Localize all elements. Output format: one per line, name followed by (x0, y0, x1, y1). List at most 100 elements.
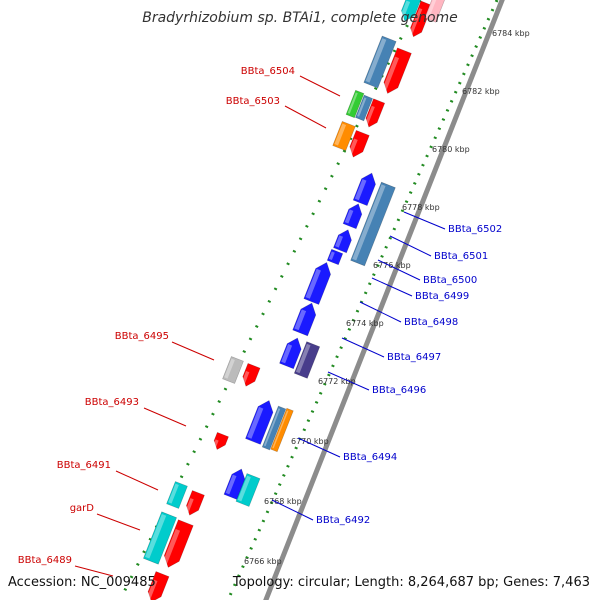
gene-shape (163, 519, 194, 568)
gene-label-right[interactable]: BBta_6494 (343, 452, 397, 463)
kbp-tick-label: 6780 kbp (432, 145, 470, 154)
leader-line (96, 513, 141, 531)
gene-highlight (334, 123, 347, 146)
gene-highlight (400, 0, 411, 19)
tick-track-left (118, 0, 422, 600)
gene-highlight (213, 439, 219, 447)
gene-glyph (382, 47, 412, 94)
gene-shape (303, 262, 331, 305)
leader-line (271, 499, 314, 521)
gene-shape (355, 94, 373, 122)
gene-glyph (424, 0, 446, 23)
gene-highlight (224, 358, 235, 379)
gene-label-right[interactable]: BBta_6500 (423, 275, 477, 286)
gene-glyph (345, 89, 365, 119)
gene-glyph (166, 481, 188, 509)
gene-highlight (146, 579, 158, 600)
gene-highlight (225, 474, 237, 495)
gene-shape (350, 181, 396, 267)
gene-label-right[interactable]: BBta_6496 (372, 385, 426, 396)
gene-highlight (162, 529, 181, 565)
gene-glyph (326, 248, 344, 266)
gene-highlight (347, 92, 358, 114)
leader-line (327, 371, 370, 391)
gene-label-left[interactable]: BBta_6495 (115, 331, 169, 342)
gene-glyph (352, 172, 376, 207)
gene-label-right[interactable]: BBta_6492 (316, 515, 370, 526)
gene-shape (383, 47, 412, 94)
gene-glyph (213, 431, 229, 450)
gene-label-right[interactable]: BBta_6499 (415, 291, 469, 302)
gene-shape (143, 511, 177, 565)
leader-line (389, 235, 432, 257)
gene-label-left[interactable]: BBta_6489 (18, 555, 72, 566)
gene-label-left[interactable]: BBta_6493 (85, 397, 139, 408)
gene-shape (349, 129, 370, 158)
gene-highlight (328, 251, 335, 261)
gene-glyph (350, 181, 396, 267)
gene-glyph (162, 519, 194, 568)
kbp-tick-label: 6770 kbp (291, 437, 329, 446)
gene-glyph (348, 129, 370, 158)
gene-shape (279, 337, 302, 370)
leader-line (377, 259, 421, 281)
gene-shape (147, 571, 170, 600)
gene-shape (270, 407, 294, 453)
gene-glyph (270, 407, 294, 453)
gene-shape (333, 229, 352, 254)
gene-glyph (146, 571, 170, 600)
gene-label-right[interactable]: BBta_6497 (387, 352, 441, 363)
gene-highlight (145, 514, 167, 559)
gene-glyph (342, 203, 363, 230)
gene-shape (401, 0, 423, 22)
gene-glyph (185, 490, 205, 516)
leader-line (371, 277, 413, 297)
gene-highlight (365, 38, 387, 83)
gene-highlight (382, 56, 400, 91)
kbp-tick-label: 6768 kbp (264, 497, 302, 506)
gene-glyph (292, 302, 317, 337)
gene-shape (292, 302, 317, 337)
gene-glyph (261, 405, 287, 451)
gene-glyph (364, 98, 386, 128)
gene-glyph (332, 120, 356, 152)
kbp-tick-label: 6784 kbp (492, 29, 530, 38)
kbp-tick-label: 6766 kbp (244, 557, 282, 566)
gene-glyph (223, 468, 246, 500)
gene-highlight (168, 483, 179, 504)
gene-highlight (294, 309, 307, 331)
map-title: Bradyrhizobium sp. BTAi1, complete genom… (142, 10, 458, 26)
gene-highlight (364, 105, 375, 125)
gene-label-left[interactable]: BBta_6503 (226, 96, 280, 107)
leader-line (115, 470, 159, 491)
gene-label-right[interactable]: BBta_6501 (434, 251, 488, 262)
leader-line (359, 301, 402, 323)
leader-line (171, 341, 215, 361)
gene-shape (332, 120, 356, 152)
gene-glyph (400, 0, 423, 22)
gene-shape (326, 248, 344, 266)
leader-line (299, 75, 341, 97)
kbp-tick-label: 6782 kbp (462, 87, 500, 96)
gene-shape (235, 473, 261, 507)
leader-line (143, 407, 187, 427)
gene-highlight (263, 408, 281, 447)
gene-label-left[interactable]: BBta_6504 (241, 66, 295, 77)
gene-label-left[interactable]: garD (70, 503, 95, 514)
accession-text: Accession: NC_009485 (8, 575, 156, 590)
gene-highlight (335, 235, 343, 248)
gene-glyph (222, 356, 244, 384)
kbp-tick-label: 6774 kbp (346, 319, 384, 328)
gene-label-left[interactable]: BBta_6491 (57, 460, 111, 471)
gene-highlight (348, 138, 358, 155)
gene-glyph (303, 262, 331, 305)
gene-label-right[interactable]: BBta_6502 (448, 224, 502, 235)
gene-highlight (352, 184, 386, 261)
gene-highlight (344, 209, 354, 224)
kbp-tick-label: 6772 kbp (318, 377, 356, 386)
gene-shape (342, 203, 363, 230)
gene-label-right[interactable]: BBta_6498 (404, 317, 458, 328)
gene-shape (293, 341, 321, 379)
gene-glyph (355, 94, 373, 122)
gene-shape (245, 400, 274, 445)
